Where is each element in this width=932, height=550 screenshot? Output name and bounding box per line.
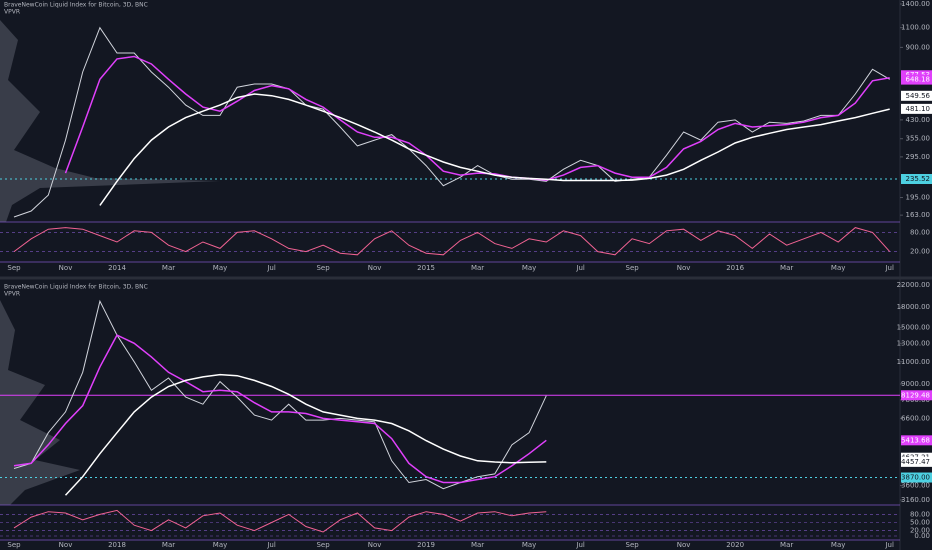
x-tick-label: Sep xyxy=(316,541,330,549)
x-tick-label: Sep xyxy=(626,541,640,549)
price-tag-label: 648.18 xyxy=(906,76,931,84)
x-tick-label: Mar xyxy=(780,264,793,272)
y-tick-label: 900.00 xyxy=(906,43,931,51)
y-tick-label: 3600.00 xyxy=(901,482,930,490)
x-tick-label: 2015 xyxy=(417,264,435,272)
oscillator-tick-label: 20.00 xyxy=(910,248,930,256)
x-tick-label: May xyxy=(831,541,845,549)
x-tick-label: 2018 xyxy=(108,541,126,549)
price-tag xyxy=(901,390,932,401)
price-tag xyxy=(901,456,932,467)
price-tag xyxy=(901,174,932,185)
chart-title: BraveNewCoin Liquid Index for Bitcoin, 3… xyxy=(4,284,148,291)
x-tick-label: May xyxy=(213,541,227,549)
x-tick-label: May xyxy=(522,541,536,549)
y-tick-label: 195.00 xyxy=(906,194,931,202)
x-tick-label: Sep xyxy=(7,541,21,549)
x-tick-label: Mar xyxy=(780,541,793,549)
x-tick-label: Jul xyxy=(575,541,585,549)
series-line xyxy=(64,373,547,496)
x-tick-label: 2014 xyxy=(108,264,126,272)
series-line xyxy=(13,334,547,484)
price-tag xyxy=(901,74,932,85)
price-tag xyxy=(901,90,932,101)
chart-subtitle: VPVR xyxy=(4,291,20,298)
price-tag xyxy=(901,472,932,483)
volume-profile xyxy=(0,20,220,222)
plot-area xyxy=(0,26,900,218)
x-tick-label: 2016 xyxy=(726,264,744,272)
y-tick-label: 6600.00 xyxy=(901,414,930,422)
oscillator-tick-label: 80.00 xyxy=(910,228,930,236)
price-tag xyxy=(901,435,932,446)
x-tick-label: Mar xyxy=(162,541,175,549)
series-line xyxy=(64,55,890,181)
y-tick-label: 9000.00 xyxy=(901,380,930,388)
y-tick-label: 15000.00 xyxy=(897,323,930,331)
oscillator-line xyxy=(13,227,891,256)
x-tick-label: Jul xyxy=(575,264,585,272)
x-tick-label: Mar xyxy=(471,264,484,272)
y-tick-label: 430.00 xyxy=(906,116,931,124)
oscillator-line xyxy=(13,509,547,533)
x-tick-label: 2019 xyxy=(417,541,435,549)
x-tick-label: May xyxy=(522,264,536,272)
chart-title: BraveNewCoin Liquid Index for Bitcoin, 3… xyxy=(4,2,148,9)
volume-profile xyxy=(0,300,80,505)
y-tick-label: 295.00 xyxy=(906,153,931,161)
y-tick-label: 13000.00 xyxy=(897,339,930,347)
x-tick-label: Jul xyxy=(884,541,894,549)
series-line xyxy=(99,93,890,206)
plot-area xyxy=(0,299,900,496)
y-tick-label: 18000.00 xyxy=(897,303,930,311)
x-tick-label: May xyxy=(831,264,845,272)
y-tick-label: 22000.00 xyxy=(897,281,930,289)
y-tick-label: 3160.00 xyxy=(901,496,930,504)
x-tick-label: Nov xyxy=(677,541,691,549)
price-tag-label: 481.10 xyxy=(906,105,931,113)
x-tick-label: 2020 xyxy=(726,541,744,549)
y-tick-label: 11000.00 xyxy=(897,358,930,366)
x-tick-label: Sep xyxy=(626,264,640,272)
oscillator-tick-label: 20.00 xyxy=(910,527,930,535)
x-tick-label: Jul xyxy=(884,264,894,272)
price-tag-label: 8129.48 xyxy=(901,391,930,399)
x-tick-label: Sep xyxy=(7,264,21,272)
price-tag-label: 235.52 xyxy=(906,175,931,183)
x-tick-label: Nov xyxy=(368,541,382,549)
x-tick-label: Nov xyxy=(677,264,691,272)
x-tick-label: Sep xyxy=(316,264,330,272)
x-tick-label: Mar xyxy=(471,541,484,549)
x-tick-label: Nov xyxy=(368,264,382,272)
x-tick-label: May xyxy=(213,264,227,272)
y-tick-label: 1400.00 xyxy=(901,0,930,8)
x-tick-label: Nov xyxy=(59,541,73,549)
x-tick-label: Jul xyxy=(266,541,276,549)
y-tick-label: 1100.00 xyxy=(901,24,930,32)
oscillator-tick-label: 0.00 xyxy=(914,532,930,540)
price-tag-label: 5413.68 xyxy=(901,436,930,444)
oscillator-tick-label: 80.00 xyxy=(910,510,930,518)
price-tag-label: 4457.47 xyxy=(901,458,930,466)
x-tick-label: Nov xyxy=(59,264,73,272)
chart-subtitle: VPVR xyxy=(4,9,20,16)
x-tick-label: Jul xyxy=(266,264,276,272)
y-tick-label: 355.00 xyxy=(906,135,931,143)
price-tag xyxy=(901,103,932,114)
price-tag-label: 3870.00 xyxy=(901,474,930,482)
price-tag-label: 549.56 xyxy=(906,92,931,100)
oscillator-tick-label: 50.00 xyxy=(910,519,930,527)
y-tick-label: 163.00 xyxy=(906,211,931,219)
x-tick-label: Mar xyxy=(162,264,175,272)
